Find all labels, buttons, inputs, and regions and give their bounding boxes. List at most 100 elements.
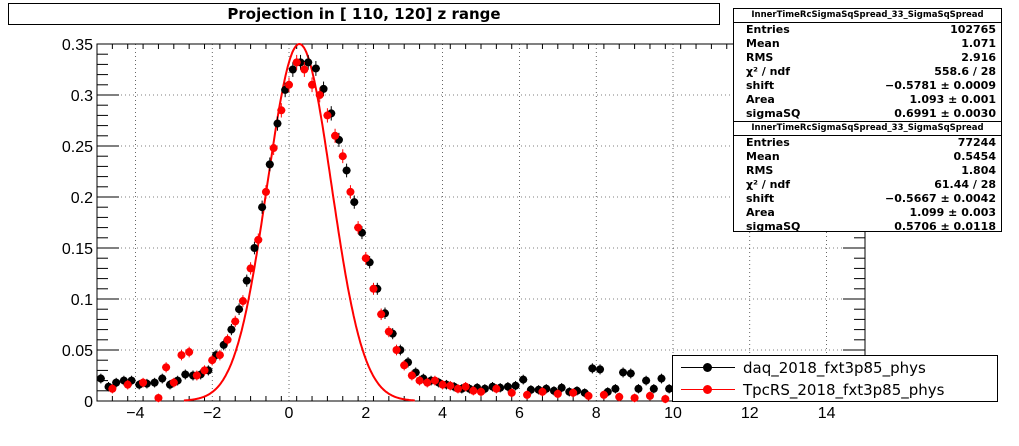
stats-row-mean: Mean 1.071	[734, 37, 1001, 51]
stats-label: Mean	[746, 37, 780, 50]
stats-label: Entries	[746, 136, 790, 149]
stats-value: 0.5706 ± 0.0118	[894, 220, 996, 233]
data-point	[469, 386, 478, 395]
data-point	[238, 297, 247, 306]
data-point	[139, 378, 148, 387]
data-point	[642, 376, 651, 385]
data-point	[319, 84, 328, 93]
x-tick-label: 12	[741, 405, 759, 422]
data-point	[446, 381, 455, 390]
data-point	[162, 363, 171, 372]
data-point	[96, 374, 105, 383]
data-point	[277, 106, 286, 115]
data-point	[346, 187, 355, 196]
stats-label: shift	[746, 79, 775, 92]
x-tick-label: 4	[438, 405, 447, 422]
stats-label: Area	[746, 206, 775, 219]
x-tick-label: −2	[203, 405, 221, 422]
chart-title: Projection in [ 110, 120] z range	[227, 5, 501, 23]
y-tick-label: 0.2	[71, 190, 93, 207]
data-point	[338, 152, 347, 161]
y-tick-label: 0.1	[71, 292, 93, 309]
stats-label: shift	[746, 192, 775, 205]
data-point	[231, 317, 240, 326]
data-point	[265, 160, 274, 169]
data-point	[634, 384, 643, 393]
fit-curve-layer	[183, 42, 415, 402]
data-point	[154, 393, 163, 402]
y-tick-label: 0.3	[71, 88, 93, 105]
x-tick-label: −4	[126, 405, 144, 422]
data-point	[523, 390, 532, 399]
data-point	[242, 276, 251, 285]
x-tick-label: 8	[592, 405, 601, 422]
data-point	[208, 356, 217, 365]
data-point	[250, 244, 259, 252]
data-point	[407, 371, 416, 380]
data-point	[181, 370, 190, 379]
legend-item-tpcrs: TpcRS_2018_fxt3p85_phys	[673, 379, 997, 401]
data-point	[223, 335, 232, 344]
legend-dot	[703, 363, 712, 372]
data-point	[665, 384, 674, 393]
stats-value: 558.6 / 28	[934, 65, 996, 78]
data-point	[361, 254, 370, 263]
y-tick-label: 0.15	[62, 241, 93, 258]
y-tick-label: 0.25	[62, 139, 93, 156]
stats-row-area: Area 1.099 ± 0.003	[734, 206, 1001, 220]
stats-row-sigmasq: sigmaSQ 0.5706 ± 0.0118	[734, 220, 1001, 234]
stats-label: χ² / ndf	[746, 178, 791, 191]
data-point	[596, 365, 605, 374]
data-point	[246, 264, 255, 273]
data-point	[553, 389, 562, 398]
data-point	[315, 91, 324, 99]
data-point	[569, 388, 578, 397]
data-point	[369, 284, 378, 293]
x-tick-label: 6	[515, 405, 524, 422]
stats-box-tpcrs: InnerTimeRcSigmaSqSpread_33_SigmaSqSprea…	[733, 121, 1002, 234]
grid-layer	[97, 43, 865, 402]
data-point	[292, 58, 301, 67]
data-point	[492, 384, 501, 393]
data-point	[177, 351, 186, 360]
data-point	[649, 384, 658, 393]
data-point	[384, 327, 393, 336]
stats-label: Mean	[746, 150, 780, 163]
x-tick-label: 2	[361, 405, 370, 422]
data-point	[511, 381, 520, 390]
data-point	[200, 366, 209, 375]
data-point	[108, 384, 117, 393]
stats-label: sigmaSQ	[746, 107, 801, 120]
data-point	[150, 378, 159, 387]
data-point	[477, 387, 485, 396]
data-point	[645, 391, 654, 400]
legend-marker-daq	[673, 357, 743, 379]
stats-row-chi2: χ² / ndf 61.44 / 28	[734, 178, 1001, 192]
stats-row-area: Area 1.093 ± 0.001	[734, 93, 1001, 107]
data-point	[350, 198, 359, 207]
data-point	[185, 348, 194, 357]
data-point	[304, 58, 313, 67]
legend-label-daq: daq_2018_fxt3p85_phys	[743, 359, 926, 377]
data-point	[400, 361, 409, 370]
legend-label-tpcrs: TpcRS_2018_fxt3p85_phys	[743, 381, 945, 399]
stats-label: RMS	[746, 51, 774, 64]
data-point	[192, 371, 201, 380]
stats-label: RMS	[746, 164, 774, 177]
x-tick-label: 14	[818, 405, 836, 422]
stats-value: −0.5667 ± 0.0042	[885, 192, 996, 205]
x-tick-label: 0	[285, 405, 294, 422]
stats-row-sigmasq: sigmaSQ 0.6991 ± 0.0030	[734, 107, 1001, 121]
data-point	[461, 382, 470, 391]
stats-value: 1.071	[961, 37, 996, 50]
data-point	[611, 384, 620, 393]
data-point	[311, 64, 320, 73]
data-point	[235, 305, 244, 314]
data-point	[507, 388, 516, 397]
data-point	[354, 223, 363, 232]
data-point	[261, 187, 270, 196]
y-tick-label: 0.05	[62, 343, 93, 360]
stats-box-title: InnerTimeRcSigmaSqSpread_33_SigmaSqSprea…	[734, 9, 1001, 23]
stats-value: −0.5781 ± 0.0009	[885, 79, 996, 92]
